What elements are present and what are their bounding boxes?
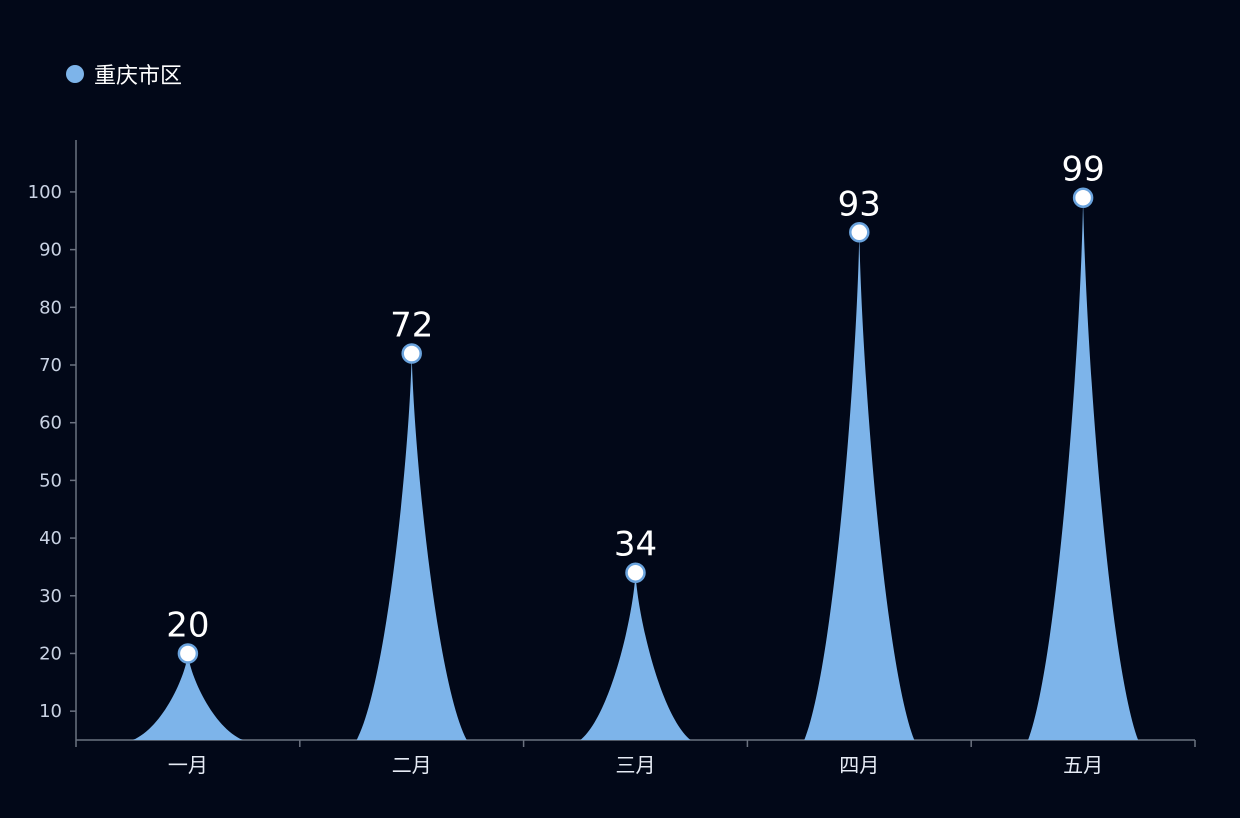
bar-5[interactable]: [1028, 197, 1139, 740]
axes: 10 20 30 40 50 60 70 80 90 100: [28, 140, 1196, 747]
data-label: 20: [166, 605, 209, 645]
data-point-marker[interactable]: [401, 343, 422, 364]
legend-label: 重庆市区: [94, 64, 183, 89]
bars: [132, 197, 1139, 741]
y-tick-label: 20: [39, 643, 62, 664]
markers: [177, 187, 1094, 664]
x-category-label: 一月: [168, 753, 208, 777]
data-label: 34: [614, 525, 657, 565]
y-tick-label: 100: [28, 182, 62, 203]
data-label: 99: [1061, 150, 1104, 190]
legend-swatch: [66, 65, 84, 83]
y-tick-label: 90: [39, 240, 62, 261]
y-tick-label: 30: [39, 586, 62, 607]
data-point-marker[interactable]: [849, 222, 870, 243]
x-category-label: 四月: [839, 753, 879, 777]
bar-1[interactable]: [132, 653, 243, 740]
labels: 20 一月 72 二月 34 三月 93 四月 99 五月: [166, 150, 1104, 777]
bar-4[interactable]: [804, 232, 915, 741]
data-point-marker[interactable]: [1072, 187, 1094, 208]
x-category-label: 五月: [1063, 753, 1103, 777]
y-tick-label: 50: [39, 470, 62, 491]
data-label: 72: [390, 305, 433, 345]
legend: 重庆市区: [66, 58, 182, 90]
data-label: 93: [838, 184, 881, 224]
data-point-marker[interactable]: [177, 643, 199, 664]
y-tick-label: 10: [39, 701, 62, 722]
x-category-label: 三月: [616, 753, 656, 777]
bar-2[interactable]: [356, 353, 467, 740]
y-tick-label: 60: [39, 413, 62, 434]
y-tick-label: 70: [39, 355, 62, 376]
data-point-marker[interactable]: [625, 562, 646, 583]
y-tick-label: 80: [39, 297, 62, 318]
x-category-label: 二月: [392, 753, 432, 777]
bar-3[interactable]: [580, 572, 691, 740]
y-tick-label: 40: [39, 528, 62, 549]
